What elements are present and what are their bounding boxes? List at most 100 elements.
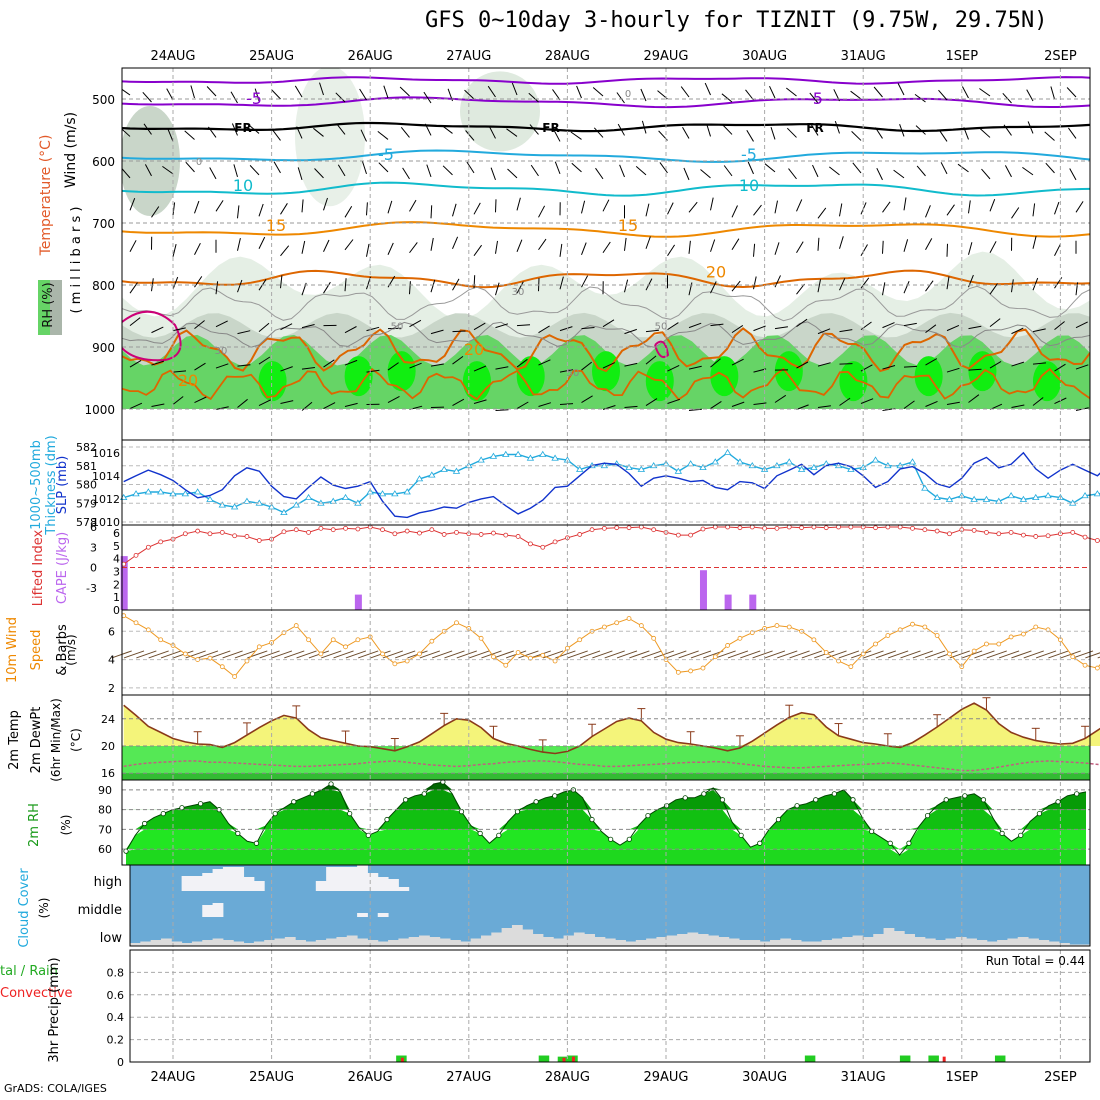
rh-marker: [850, 797, 856, 803]
cloud-high-bar: [357, 865, 368, 891]
wind-barb: [946, 204, 955, 216]
wind-barb: [1069, 168, 1077, 181]
wind-barb: [215, 363, 229, 369]
isotherm-15: [122, 221, 1090, 238]
wind-barb: [812, 164, 819, 178]
wind-barb: [645, 236, 651, 249]
wind-speed-marker: [244, 658, 250, 664]
cloud-low-bar: [625, 941, 637, 946]
cloud-low-bar: [233, 941, 245, 946]
cloud-low-bar: [615, 940, 626, 946]
wind-barb: [1075, 321, 1088, 329]
cloud-low-bar: [326, 938, 337, 946]
lifted-index-marker: [589, 527, 595, 533]
wind-barb-10m: [974, 650, 995, 659]
date-tick-bottom: 27AUG: [446, 1070, 491, 1085]
cloud-high-bar: [222, 867, 234, 891]
wind-barb-10m: [777, 650, 798, 659]
wind-barb: [989, 241, 997, 253]
wind-barb: [809, 92, 819, 104]
cloud-low-bar: [171, 941, 183, 946]
lifted-index-marker: [182, 531, 188, 537]
wind-barb: [1011, 279, 1014, 293]
wind-barb: [538, 238, 547, 251]
wind-barb: [839, 397, 851, 406]
rh-marker: [757, 840, 763, 846]
rh-marker: [608, 836, 614, 842]
cloud-high-bar: [243, 877, 255, 891]
thickness-tick: 582: [76, 441, 97, 454]
precip-total-bar: [804, 1055, 816, 1062]
wind-barb: [914, 93, 926, 103]
rh-marker: [272, 811, 278, 817]
wind-barb: [452, 236, 459, 249]
wind-barb: [452, 330, 466, 333]
cloud-low-bar: [935, 940, 946, 946]
cape-tick: 2: [113, 578, 120, 591]
wind-barb: [215, 320, 228, 328]
cloud-low-bar: [718, 937, 730, 946]
lifted-index-marker: [601, 525, 607, 531]
wind-barb: [559, 369, 573, 373]
cape-tick: 3: [113, 566, 120, 579]
wind-barb: [774, 394, 787, 403]
wind-barb: [122, 88, 131, 96]
wind-speed-marker: [404, 658, 410, 664]
rh-area-band: [126, 809, 1086, 830]
wind-barb: [731, 324, 744, 334]
wind-barb: [817, 405, 831, 409]
wind-speed-marker: [823, 650, 829, 655]
wind-barb: [946, 367, 960, 373]
wind-barb: [473, 244, 483, 257]
wind-barb: [876, 167, 883, 181]
lifted-index-marker: [528, 541, 533, 547]
isotherm-label: 20: [464, 340, 484, 359]
wind-speed-marker: [145, 627, 151, 633]
wind-barb: [452, 203, 457, 217]
wind-barb: [387, 395, 400, 403]
wind-barb: [817, 362, 831, 367]
wind-barb: [473, 365, 487, 372]
wind-barb-10m: [986, 650, 1007, 659]
wind-barb: [915, 125, 926, 135]
wind-barb: [957, 163, 969, 173]
thickness-marker: [243, 497, 251, 504]
cape-bar: [120, 556, 128, 610]
wind-barb: [839, 203, 843, 217]
wind-barb: [559, 403, 574, 406]
wind-barb: [366, 243, 370, 257]
cloud-low-bar: [604, 938, 616, 946]
rh-marker: [309, 791, 316, 797]
wind-barb: [280, 275, 283, 289]
date-tick-top: 29AUG: [643, 49, 688, 64]
rh-area-band: [126, 782, 1086, 790]
lifted-index-marker: [552, 539, 558, 545]
isotherm-minus5: [122, 149, 1090, 163]
cape-tick: 1: [113, 591, 120, 604]
temp-tick: 20: [101, 740, 115, 753]
wind-barb-10m: [875, 650, 897, 659]
wind-speed-marker: [380, 651, 385, 657]
thickness-marker: [230, 503, 239, 510]
wind-barb: [314, 168, 324, 179]
cloud-low-bar: [202, 940, 214, 946]
slp-tick: 1010: [92, 516, 120, 529]
cloud-low-bar: [274, 938, 286, 946]
wind-barb: [873, 86, 883, 98]
cloud-low-bar: [594, 937, 606, 946]
wind-barb: [893, 169, 905, 179]
wind-barb: [882, 282, 886, 296]
lifted-index-marker: [885, 524, 891, 530]
wind-barb: [602, 362, 616, 369]
rh-legend-green: [38, 280, 50, 335]
cloud-low-bar: [336, 937, 348, 946]
cloud-high-bar: [336, 867, 348, 891]
wind-speed-marker: [478, 635, 484, 641]
wind-barb-10m: [949, 650, 970, 659]
slp-label: SLP (mb): [55, 456, 70, 515]
thickness-label-a: 1000~500mb: [29, 440, 44, 530]
wind-barb: [553, 129, 561, 142]
lifted-index-marker: [355, 526, 361, 532]
wind-barb: [335, 92, 346, 103]
precip-convective-bar: [400, 1057, 404, 1062]
